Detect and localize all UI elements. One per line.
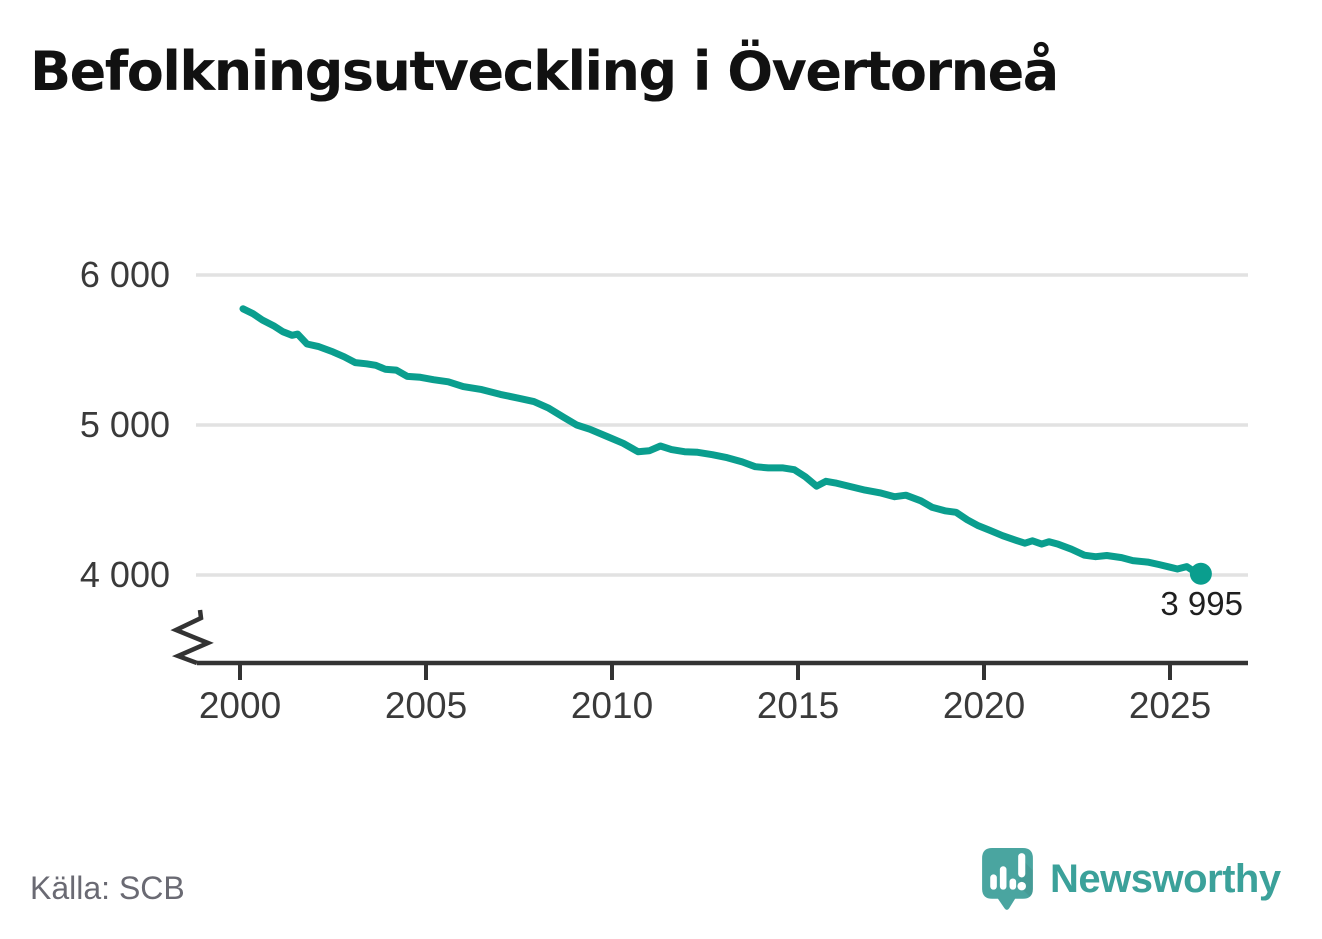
logo-bar-3 — [1009, 877, 1017, 890]
logo-bar-1 — [990, 873, 997, 890]
chart-title: Befolkningsutveckling i Övertorneå — [30, 40, 1059, 103]
last-point-dot — [1189, 562, 1212, 585]
source-label: Källa: SCB — [30, 870, 185, 906]
newsworthy-logo-icon — [982, 847, 1033, 910]
logo-bar-2 — [999, 865, 1007, 890]
newsworthy-logo: Newsworthy — [982, 847, 1281, 910]
brand-wordmark: Newsworthy — [1050, 856, 1281, 901]
y-axis-break — [170, 609, 214, 666]
logo-exclamation-dot — [1017, 881, 1026, 890]
population-line — [239, 305, 1205, 580]
logo-exclamation-bar — [1018, 852, 1026, 877]
